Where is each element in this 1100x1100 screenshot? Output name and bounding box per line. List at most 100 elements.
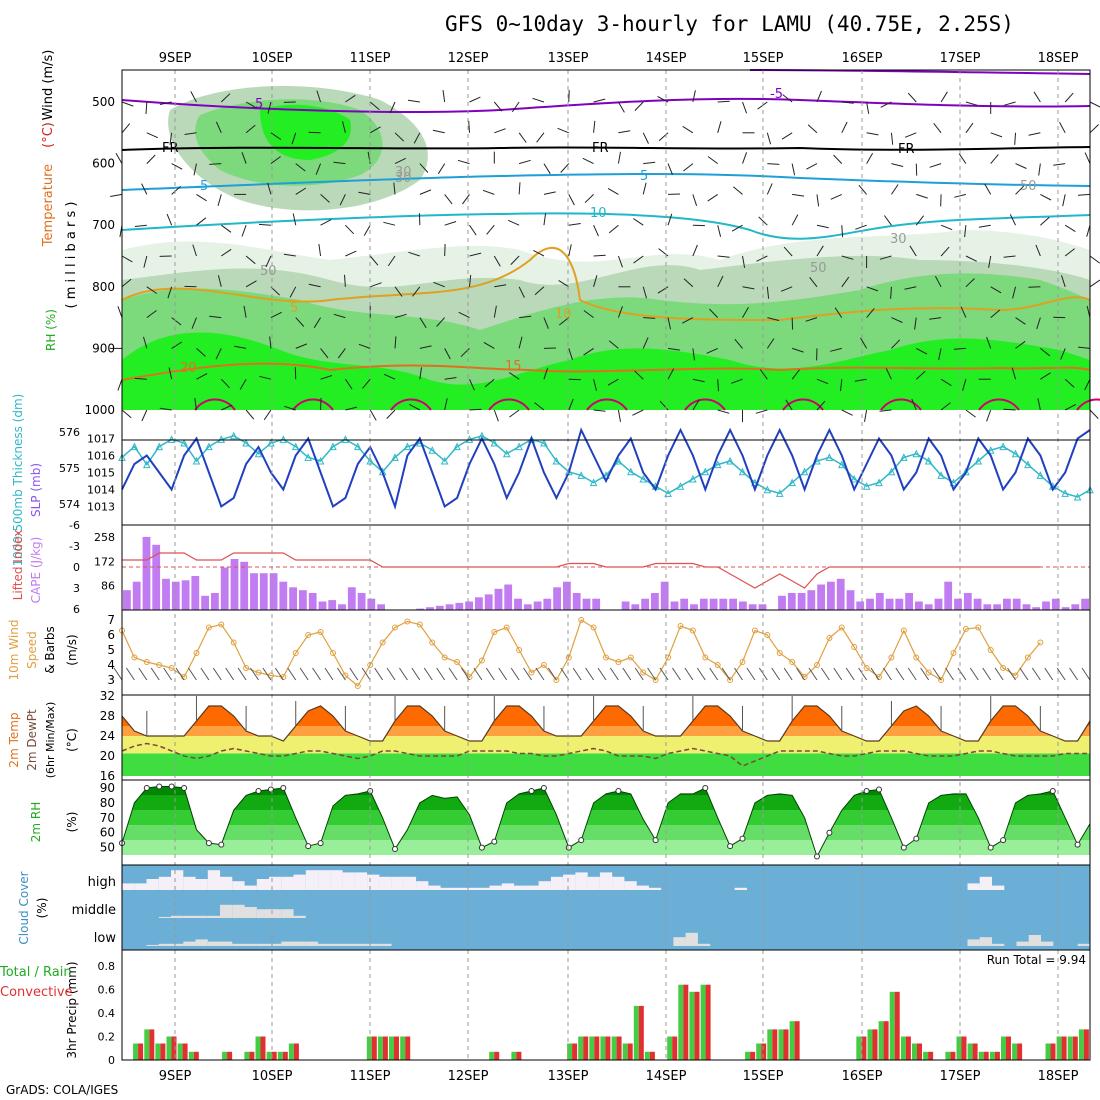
precip-total-bar	[689, 991, 695, 1060]
cloud-high-bar	[514, 885, 527, 890]
cloud-low-bar	[256, 943, 270, 946]
thickness-point	[800, 467, 809, 476]
wind-barb	[393, 182, 396, 195]
wind-barb	[469, 378, 475, 391]
wind-barb	[583, 347, 594, 356]
date-label-top: 11SEP	[350, 51, 391, 66]
wind-barb	[1062, 194, 1066, 207]
rh-band	[122, 810, 1090, 826]
date-label-top: 18SEP	[1038, 51, 1079, 66]
wind10m-point	[516, 647, 523, 653]
wind-barb	[954, 193, 967, 198]
wind-barb	[121, 409, 132, 419]
precip-total-bar	[244, 1051, 250, 1060]
cape-bar	[289, 587, 297, 610]
cloud-low-bar	[1016, 941, 1029, 946]
cloud-low-bar	[354, 943, 368, 946]
cloud-low-bar	[183, 941, 196, 946]
precip-total-bar	[856, 1036, 862, 1060]
cape-bar	[905, 593, 913, 610]
precip-total-bar	[644, 1051, 650, 1060]
dewpoint-band	[122, 753, 1090, 776]
contour-label: -5	[770, 87, 783, 102]
rh2m-point	[181, 785, 188, 791]
slp-line	[121, 427, 1091, 510]
wind-barb	[1003, 101, 1016, 106]
wind-barb	[444, 194, 453, 205]
cloud-high-bar	[158, 876, 172, 890]
precip-convective-bar	[783, 1029, 789, 1060]
thickness-point	[589, 478, 598, 487]
wind-barb	[978, 224, 991, 228]
wind-barb	[667, 213, 673, 226]
wind10m-barb	[585, 667, 595, 681]
precip-convective-bar	[160, 1043, 166, 1060]
cape-bar	[621, 601, 630, 610]
wind-barb	[507, 219, 520, 226]
pressure-tick: 700	[92, 218, 115, 232]
precip-total-bar	[266, 1051, 272, 1060]
wind-barb	[759, 369, 768, 380]
wind-barb	[432, 129, 445, 134]
wind-barb	[536, 132, 545, 143]
thickness-point	[1036, 471, 1045, 479]
cape-bar	[308, 593, 317, 610]
wind-barb	[518, 159, 531, 165]
cape-bar	[690, 604, 698, 610]
precip-convective-bar	[405, 1036, 411, 1060]
cloud-low-bar	[293, 941, 306, 946]
wind10m-point	[603, 654, 609, 661]
temp2m-tick: 16	[100, 769, 115, 783]
cloud-low-bar	[195, 939, 208, 946]
cape-bar	[651, 593, 659, 610]
wind-barb	[295, 163, 306, 172]
wind10m-barb	[287, 667, 297, 681]
thickness-point	[701, 467, 710, 476]
wind-barb	[933, 122, 942, 134]
cloud-high-bar	[648, 887, 662, 890]
wind-barb	[805, 317, 818, 322]
contour-label: 5	[255, 97, 263, 112]
wind-barb	[220, 224, 232, 233]
wind10m-tick: 3	[107, 673, 115, 687]
wind-barb	[568, 244, 572, 257]
wind-barb	[518, 132, 527, 143]
wind-barb	[766, 286, 770, 299]
precip-convective-bar	[861, 1036, 867, 1060]
wind-barb	[607, 378, 619, 386]
wind-barb	[458, 311, 470, 319]
wind-barb	[245, 101, 257, 109]
precip-convective-bar	[1050, 1043, 1056, 1060]
precip-total-bar	[611, 1036, 617, 1060]
wind-barb	[444, 348, 451, 360]
date-label-top: 17SEP	[940, 51, 981, 66]
wind10m-point	[702, 654, 709, 661]
cloud-high-bar	[612, 876, 625, 890]
pressure-tick: 600	[92, 157, 115, 171]
wind-barb	[683, 163, 694, 172]
contour-label: FR	[162, 141, 179, 156]
wind-barb	[1089, 279, 1100, 288]
cape-bar	[435, 605, 444, 611]
wind-barb	[907, 92, 917, 103]
cape-bar	[924, 604, 933, 610]
wind-barb	[890, 132, 894, 145]
cape-bar	[484, 594, 493, 610]
wind-barb	[110, 193, 123, 197]
wind10m-speed-label: Speed	[25, 631, 39, 669]
wind-barb	[1015, 163, 1027, 169]
cape-bar	[1071, 604, 1080, 610]
wind-barb	[1040, 216, 1050, 226]
wind-barb	[386, 409, 396, 419]
wind-barb	[1040, 193, 1052, 201]
wind-barb	[419, 345, 432, 349]
wind-barb	[940, 224, 953, 231]
wind-barb	[1009, 214, 1016, 226]
wind10m-point	[441, 654, 448, 661]
cloud-high-bar	[244, 885, 257, 890]
cloud-high-bar	[134, 883, 147, 890]
wind-barb	[387, 255, 396, 267]
cape-bar	[582, 598, 591, 610]
temp-contour-5	[121, 173, 1091, 191]
wind-barb	[534, 286, 545, 296]
